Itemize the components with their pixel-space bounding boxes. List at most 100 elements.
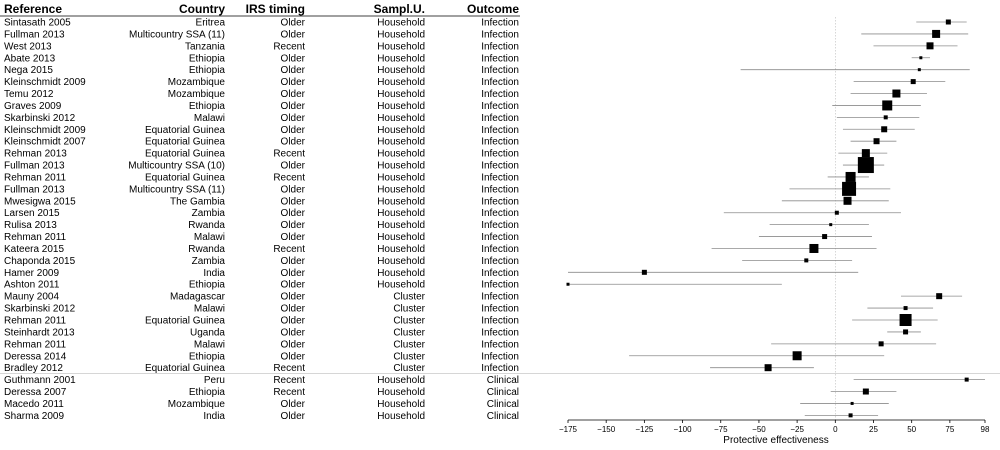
table-row: Fullman 2013 Multicountry SSA (11) Older Ho… — [4, 181, 891, 196]
x-axis-label: Protective effectiveness — [723, 435, 828, 446]
row-unit: Cluster — [393, 292, 425, 303]
row-country: Rwanda — [188, 220, 225, 231]
table-row: Macedo 2011 Mozambique Older Household Clini… — [4, 399, 889, 410]
row-country: Ethiopia — [189, 53, 226, 64]
row-timing: Older — [281, 161, 306, 172]
row-outcome: Infection — [481, 161, 519, 172]
row-reference: Kateera 2015 — [4, 244, 64, 255]
table-row: Skarbinski 2012 Malawi Older Cluster Infecti… — [4, 304, 934, 315]
table-row: Abate 2013 Ethiopia Older Household Infectio… — [4, 53, 931, 64]
row-reference: Temu 2012 — [4, 89, 54, 100]
row-outcome: Infection — [481, 113, 519, 124]
row-unit: Cluster — [393, 304, 425, 315]
row-reference: Graves 2009 — [4, 101, 62, 112]
row-outcome: Infection — [481, 41, 519, 52]
row-timing: Older — [281, 29, 306, 40]
x-tick-label: −50 — [752, 425, 766, 434]
row-outcome: Infection — [481, 220, 519, 231]
row-timing: Older — [281, 184, 306, 195]
row-unit: Household — [377, 89, 425, 100]
row-timing: Older — [281, 280, 306, 291]
row-reference: Rehman 2011 — [4, 232, 67, 243]
header-sampling-unit: Sampl.U. — [374, 2, 425, 16]
row-timing: Older — [281, 65, 306, 76]
row-timing: Recent — [273, 363, 305, 374]
row-country: Malawi — [194, 113, 225, 124]
point-estimate-marker — [892, 89, 901, 98]
row-reference: Fullman 2013 — [4, 29, 65, 40]
point-estimate-marker — [917, 68, 921, 72]
row-reference: Rehman 2011 — [4, 316, 67, 327]
row-reference: Skarbinski 2012 — [4, 304, 76, 315]
row-country: India — [203, 411, 225, 422]
row-outcome: Infection — [481, 53, 519, 64]
x-tick-label: −150 — [597, 425, 616, 434]
row-outcome: Infection — [481, 304, 519, 315]
row-reference: Sintasath 2005 — [4, 18, 71, 29]
row-country: Malawi — [194, 232, 225, 243]
row-unit: Household — [377, 161, 425, 172]
row-reference: Deressa 2007 — [4, 387, 67, 398]
row-country: Eritrea — [196, 18, 226, 29]
table-row: Deressa 2014 Ethiopia Older Cluster Infectio… — [4, 351, 885, 362]
row-outcome: Infection — [481, 77, 519, 88]
table-row: Kleinschmidt 2007 Equatorial Guinea Older H… — [4, 137, 897, 148]
table-row: Sintasath 2005 Eritrea Older Household Infec… — [4, 18, 967, 29]
row-unit: Household — [377, 244, 425, 255]
row-timing: Older — [281, 256, 306, 267]
row-reference: Rehman 2013 — [4, 149, 67, 160]
row-outcome: Infection — [481, 137, 519, 148]
point-estimate-marker — [903, 329, 909, 335]
row-unit: Household — [377, 411, 425, 422]
row-unit: Household — [377, 208, 425, 219]
row-country: Ethiopia — [189, 387, 226, 398]
table-row: Mwesigwa 2015 The Gambia Older Household Inf… — [4, 196, 889, 207]
table-row: Fullman 2013 Multicountry SSA (11) Older Ho… — [4, 29, 969, 40]
row-country: Multicountry SSA (10) — [128, 161, 225, 172]
row-country: Uganda — [190, 327, 225, 338]
row-outcome: Infection — [481, 316, 519, 327]
row-country: Multicountry SSA (11) — [129, 29, 225, 40]
row-reference: Chaponda 2015 — [4, 256, 76, 267]
row-unit: Household — [377, 29, 425, 40]
row-timing: Older — [281, 137, 306, 148]
row-outcome: Infection — [481, 280, 519, 291]
row-unit: Cluster — [393, 351, 425, 362]
row-reference: Bradley 2012 — [4, 363, 63, 374]
row-outcome: Infection — [481, 351, 519, 362]
table-row: Rehman 2011 Equatorial Guinea Recent Househ… — [4, 171, 869, 183]
table-row: Graves 2009 Ethiopia Older Household Infecti… — [4, 100, 921, 112]
table-row: Mauny 2004 Madagascar Older Cluster Infectio… — [4, 292, 963, 303]
row-outcome: Clinical — [487, 399, 519, 410]
point-estimate-marker — [903, 306, 908, 311]
row-timing: Recent — [273, 172, 305, 183]
row-unit: Household — [377, 232, 425, 243]
point-estimate-marker — [932, 29, 941, 38]
row-timing: Recent — [273, 149, 305, 160]
row-unit: Household — [377, 77, 425, 88]
row-country: India — [203, 268, 225, 279]
row-timing: Recent — [273, 41, 305, 52]
x-tick-label: −100 — [674, 425, 693, 434]
row-country: Ethiopia — [189, 65, 226, 76]
row-outcome: Infection — [481, 208, 519, 219]
point-estimate-marker — [882, 100, 893, 111]
point-estimate-marker — [804, 258, 809, 263]
row-unit: Household — [377, 149, 425, 160]
header-irs-timing: IRS timing — [246, 2, 305, 16]
row-unit: Household — [377, 65, 425, 76]
row-outcome: Infection — [481, 89, 519, 100]
row-outcome: Infection — [481, 256, 519, 267]
row-reference: Kleinschmidt 2009 — [4, 77, 86, 88]
row-unit: Household — [377, 196, 425, 207]
x-tick-label: 98 — [981, 425, 990, 434]
row-timing: Older — [281, 327, 306, 338]
row-reference: Nega 2015 — [4, 65, 53, 76]
row-reference: Fullman 2013 — [4, 161, 65, 172]
table-row: Rehman 2011 Malawi Older Cluster Infection — [4, 339, 937, 350]
row-country: Ethiopia — [189, 280, 226, 291]
table-row: Skarbinski 2012 Malawi Older Household Infec… — [4, 113, 920, 124]
point-estimate-marker — [964, 377, 969, 382]
point-estimate-marker — [641, 269, 647, 275]
row-reference: Ashton 2011 — [4, 280, 60, 291]
